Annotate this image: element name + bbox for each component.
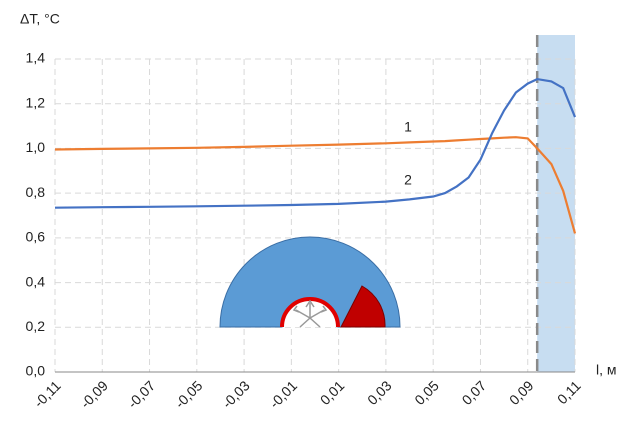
y-tick-label: 0,8 (26, 184, 46, 200)
series-label: 1 (404, 119, 412, 135)
y-tick-label: 0,2 (26, 318, 46, 334)
inset-diagram (219, 236, 401, 328)
series-line (54, 136, 577, 234)
x-tick-label: 0,09 (506, 377, 537, 408)
x-tick-label: 0,07 (459, 377, 490, 408)
series-line (54, 77, 577, 209)
x-tick-label: -0,11 (31, 377, 64, 410)
y-axis-label: ΔT, °C (20, 11, 60, 27)
x-tick-label: 0,03 (364, 377, 395, 408)
x-tick-label: -0,01 (266, 377, 300, 411)
x-tick-label: 0,11 (554, 377, 584, 407)
sector (340, 285, 386, 328)
x-tick-label: -0,03 (219, 377, 253, 411)
y-tick-label: 1,2 (26, 94, 46, 110)
arrows (292, 299, 328, 328)
x-tick-label: -0,05 (172, 377, 206, 411)
y-tick-label: 0,6 (26, 229, 46, 245)
x-tick-label: 0,01 (317, 377, 348, 408)
x-tick-label: 0,05 (411, 377, 442, 408)
shaded-region (537, 35, 575, 372)
x-axis-label: l, м (596, 362, 617, 378)
y-tick-label: 0,0 (26, 363, 46, 379)
x-tick-label: -0,09 (77, 377, 111, 411)
plot-background (54, 35, 576, 372)
x-tick-label: -0,07 (124, 377, 158, 411)
y-tick-label: 1,4 (26, 50, 46, 66)
y-tick-label: 0,4 (26, 273, 46, 289)
series-label: 2 (404, 172, 412, 188)
y-tick-label: 1,0 (26, 139, 46, 155)
